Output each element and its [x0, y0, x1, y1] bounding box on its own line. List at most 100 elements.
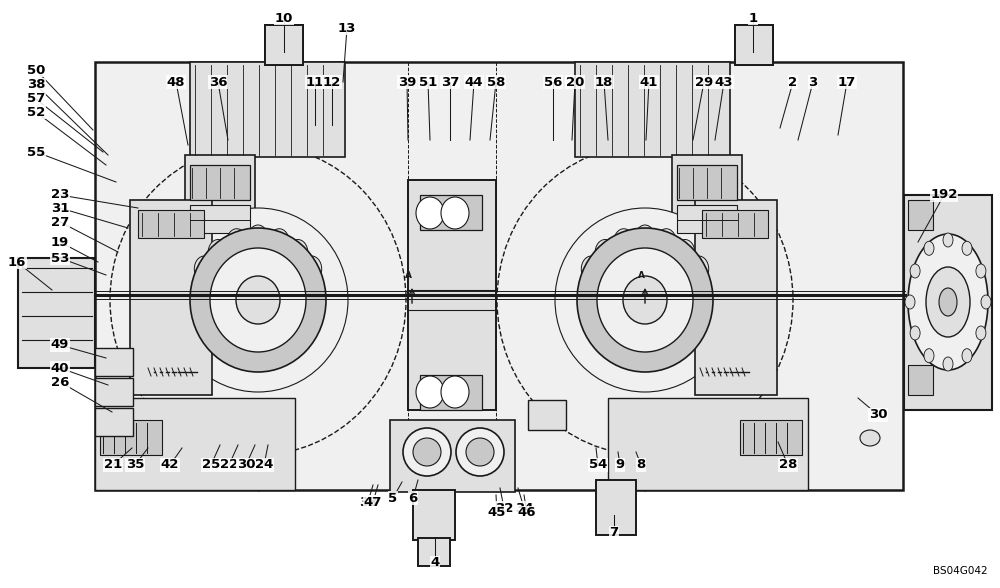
- Bar: [420, 375, 482, 410]
- Text: 9: 9: [615, 459, 625, 472]
- Text: 24: 24: [255, 459, 273, 472]
- Bar: [190, 62, 345, 157]
- Ellipse shape: [943, 233, 953, 247]
- Ellipse shape: [924, 241, 934, 255]
- Text: 44: 44: [465, 75, 483, 89]
- Text: 34: 34: [515, 502, 533, 514]
- Bar: [265, 25, 303, 65]
- Ellipse shape: [597, 248, 693, 352]
- Ellipse shape: [288, 239, 308, 266]
- Bar: [185, 155, 255, 255]
- Bar: [95, 378, 133, 406]
- Text: 33: 33: [359, 496, 377, 509]
- Text: 30: 30: [237, 459, 255, 472]
- Ellipse shape: [943, 357, 953, 371]
- Text: 29: 29: [695, 75, 713, 89]
- Bar: [677, 205, 737, 233]
- Bar: [672, 155, 742, 255]
- Ellipse shape: [926, 267, 970, 337]
- Text: BS04G042: BS04G042: [933, 566, 988, 576]
- Text: 40: 40: [51, 362, 69, 375]
- Text: 41: 41: [640, 75, 658, 89]
- Text: 21: 21: [104, 459, 122, 472]
- Ellipse shape: [441, 376, 469, 408]
- Text: 58: 58: [487, 75, 505, 89]
- Text: 23: 23: [51, 189, 69, 202]
- Text: 3: 3: [808, 75, 818, 89]
- Text: 12: 12: [323, 75, 341, 89]
- Bar: [95, 348, 133, 376]
- Ellipse shape: [623, 276, 667, 324]
- Text: 45: 45: [488, 506, 506, 520]
- Bar: [95, 408, 133, 436]
- Text: 32: 32: [495, 502, 513, 514]
- Text: 13: 13: [338, 22, 356, 35]
- Text: 49: 49: [51, 339, 69, 352]
- Ellipse shape: [302, 256, 322, 282]
- Text: 8: 8: [636, 459, 646, 472]
- Text: 7: 7: [609, 526, 619, 540]
- Ellipse shape: [860, 430, 880, 446]
- Text: 48: 48: [167, 75, 185, 89]
- Bar: [100, 420, 162, 455]
- Ellipse shape: [227, 229, 247, 255]
- Ellipse shape: [441, 197, 469, 229]
- Bar: [904, 195, 992, 410]
- Ellipse shape: [210, 248, 306, 352]
- Text: 4: 4: [430, 556, 440, 570]
- Bar: [908, 200, 933, 230]
- Ellipse shape: [981, 295, 991, 309]
- Ellipse shape: [466, 438, 494, 466]
- Ellipse shape: [208, 239, 228, 266]
- Text: 53: 53: [51, 252, 69, 265]
- Bar: [528, 400, 566, 430]
- Ellipse shape: [194, 256, 214, 282]
- Bar: [740, 420, 802, 455]
- Ellipse shape: [248, 225, 268, 251]
- Text: 38: 38: [27, 79, 45, 92]
- Text: 18: 18: [595, 75, 613, 89]
- Ellipse shape: [910, 326, 920, 340]
- Text: 10: 10: [275, 12, 293, 25]
- Ellipse shape: [403, 428, 451, 476]
- Text: 52: 52: [27, 105, 45, 119]
- Text: 43: 43: [715, 75, 733, 89]
- Ellipse shape: [910, 264, 920, 278]
- Ellipse shape: [413, 438, 441, 466]
- Ellipse shape: [635, 225, 655, 251]
- Bar: [265, 25, 303, 65]
- Text: 20: 20: [566, 75, 584, 89]
- Text: 39: 39: [398, 75, 416, 89]
- Bar: [418, 538, 450, 566]
- Text: 35: 35: [126, 459, 144, 472]
- Text: 54: 54: [589, 459, 607, 472]
- Text: 31: 31: [51, 202, 69, 215]
- Ellipse shape: [497, 145, 793, 455]
- Ellipse shape: [689, 256, 709, 282]
- Bar: [608, 398, 808, 490]
- Text: 55: 55: [27, 145, 45, 159]
- Text: 47: 47: [364, 496, 382, 509]
- Text: 17: 17: [838, 75, 856, 89]
- Text: 42: 42: [161, 459, 179, 472]
- Bar: [420, 195, 482, 230]
- Text: 25: 25: [202, 459, 220, 472]
- Ellipse shape: [269, 229, 289, 255]
- Ellipse shape: [595, 239, 615, 266]
- Text: 11: 11: [306, 75, 324, 89]
- Bar: [190, 205, 250, 233]
- Bar: [695, 200, 777, 395]
- Bar: [908, 365, 933, 395]
- Text: 46: 46: [518, 506, 536, 520]
- Ellipse shape: [962, 349, 972, 363]
- Ellipse shape: [962, 241, 972, 255]
- Bar: [408, 180, 496, 410]
- Bar: [575, 62, 730, 157]
- Text: 16: 16: [8, 256, 26, 269]
- Text: 50: 50: [27, 64, 45, 76]
- Ellipse shape: [908, 234, 988, 370]
- Ellipse shape: [456, 428, 504, 476]
- Text: 2: 2: [788, 75, 798, 89]
- Text: 28: 28: [779, 459, 797, 472]
- Bar: [138, 210, 204, 238]
